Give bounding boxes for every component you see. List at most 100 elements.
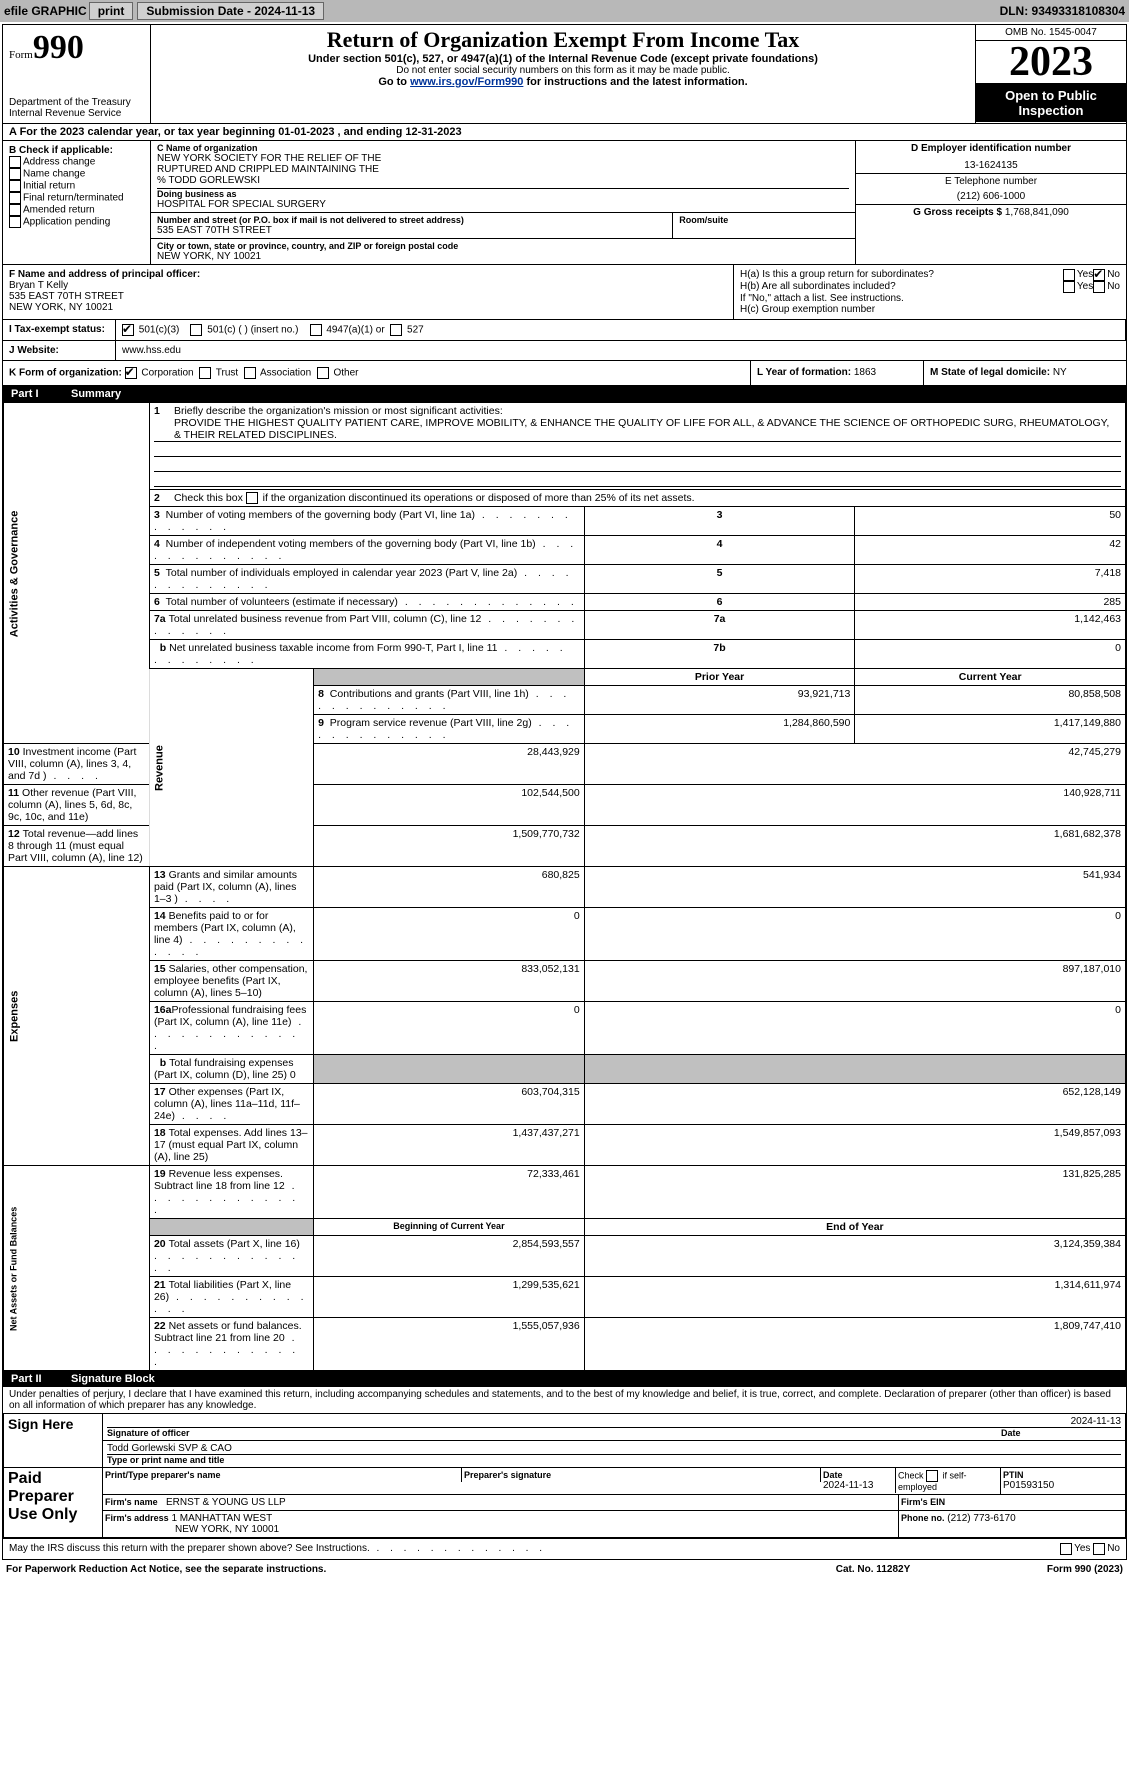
l11-c: 140,928,711 <box>584 785 1125 826</box>
l5-text: Total number of individuals employed in … <box>154 567 573 591</box>
chk-4947[interactable] <box>310 324 322 336</box>
chk-app-pending[interactable] <box>9 216 21 228</box>
website-link[interactable]: www.hss.edu <box>122 345 181 356</box>
open-to-public: Open to Public Inspection <box>976 84 1126 122</box>
room-label: Room/suite <box>679 215 849 225</box>
firm-addr2: NEW YORK, NY 10001 <box>175 1524 279 1535</box>
firm-name: ERNST & YOUNG US LLP <box>166 1497 286 1508</box>
f-city: NEW YORK, NY 10021 <box>9 302 727 313</box>
hb-note: If "No," attach a list. See instructions… <box>740 293 1120 304</box>
l10-c: 42,745,279 <box>584 744 1125 785</box>
f-street: 535 EAST 70TH STREET <box>9 291 727 302</box>
chk-527[interactable] <box>390 324 402 336</box>
col-b-checkboxes: B Check if applicable: Address change Na… <box>3 141 151 264</box>
ha-no[interactable] <box>1093 269 1105 281</box>
line-15: 15 Salaries, other compensation, employe… <box>4 961 1126 1002</box>
prep-name-label: Print/Type preparer's name <box>105 1470 459 1480</box>
discuss-yes[interactable] <box>1060 1543 1072 1555</box>
l17-p: 603,704,315 <box>314 1084 585 1125</box>
chk-corp[interactable] <box>125 367 137 379</box>
part-1-header: Part I Summary <box>3 386 1126 402</box>
l11-text: Other revenue (Part VIII, column (A), li… <box>8 787 136 823</box>
chk-trust[interactable] <box>199 367 211 379</box>
chk-initial-return[interactable] <box>9 180 21 192</box>
chk-501c[interactable] <box>190 324 202 336</box>
col-b-label: B Check if applicable: <box>9 145 144 156</box>
mission-text: PROVIDE THE HIGHEST QUALITY PATIENT CARE… <box>154 417 1121 442</box>
ha-yes-lbl: Yes <box>1077 269 1093 280</box>
l7b-val: 0 <box>855 640 1126 669</box>
ssn-warning: Do not enter social security numbers on … <box>157 65 969 76</box>
chk-other[interactable] <box>317 367 329 379</box>
org-name-label: C Name of organization <box>157 143 849 153</box>
l5-val: 7,418 <box>855 565 1126 594</box>
form-subtitle: Under section 501(c), 527, or 4947(a)(1)… <box>157 53 969 65</box>
l16a-text: Professional fundraising fees (Part IX, … <box>154 1004 306 1052</box>
l12-text: Total revenue—add lines 8 through 11 (mu… <box>8 828 143 864</box>
street-value: 535 EAST 70TH STREET <box>157 225 666 236</box>
pra-notice: For Paperwork Reduction Act Notice, see … <box>6 1564 773 1575</box>
hb-yes[interactable] <box>1063 281 1075 293</box>
ha-yes[interactable] <box>1063 269 1075 281</box>
form990-link[interactable]: www.irs.gov/Form990 <box>410 76 523 88</box>
l4-text: Number of independent voting members of … <box>154 538 577 562</box>
hc-label: H(c) Group exemption number <box>740 304 1120 315</box>
lbl-amended: Amended return <box>23 205 95 216</box>
chk-assoc[interactable] <box>244 367 256 379</box>
discuss-no-lbl: No <box>1107 1543 1120 1554</box>
part2-title: Signature Block <box>71 1373 155 1385</box>
k-label: K Form of organization: <box>9 368 122 379</box>
l12-c: 1,681,682,378 <box>584 826 1125 867</box>
l9-text: Program service revenue (Part VIII, line… <box>318 717 573 741</box>
line-16a: 16aProfessional fundraising fees (Part I… <box>4 1002 1126 1055</box>
l9-c: 1,417,149,880 <box>855 715 1126 744</box>
row-klm: K Form of organization: Corporation Trus… <box>3 361 1126 386</box>
l15-p: 833,052,131 <box>314 961 585 1002</box>
l22-c: 1,809,747,410 <box>584 1318 1125 1371</box>
chk-address-change[interactable] <box>9 156 21 168</box>
part1-label: Part I <box>11 388 71 400</box>
l19-p: 72,333,461 <box>314 1166 585 1219</box>
chk-amended[interactable] <box>9 204 21 216</box>
print-button[interactable]: print <box>89 2 134 20</box>
col-d-contact: D Employer identification number 13-1624… <box>856 141 1126 264</box>
chk-self-employed[interactable] <box>926 1470 938 1482</box>
line-3: 3 Number of voting members of the govern… <box>4 507 1126 536</box>
l6-box: 6 <box>584 594 855 611</box>
part2-label: Part II <box>11 1373 71 1385</box>
hb-label: H(b) Are all subordinates included? <box>740 281 1063 292</box>
prep-date-label: Date <box>823 1470 893 1480</box>
city-value: NEW YORK, NY 10021 <box>157 251 849 262</box>
col-c-org-info: C Name of organization NEW YORK SOCIETY … <box>151 141 856 264</box>
chk-501c3[interactable] <box>122 324 134 336</box>
org-name-3: % TODD GORLEWSKI <box>157 175 849 186</box>
firm-addr-label: Firm's address <box>105 1513 169 1523</box>
gross-label: G Gross receipts $ <box>913 207 1005 218</box>
submission-date: Submission Date - 2024-11-13 <box>137 2 324 20</box>
l13-c: 541,934 <box>584 867 1125 908</box>
line-7b: b Net unrelated business taxable income … <box>4 640 1126 669</box>
ein-label: D Employer identification number <box>862 143 1120 154</box>
line-22: 22 Net assets or fund balances. Subtract… <box>4 1318 1126 1371</box>
discuss-no[interactable] <box>1093 1543 1105 1555</box>
lbl-address-change: Address change <box>23 157 95 168</box>
chk-final-return[interactable] <box>9 192 21 204</box>
l6-text: Total number of volunteers (estimate if … <box>166 596 578 608</box>
form-number: 990 <box>33 29 84 66</box>
l9-p: 1,284,860,590 <box>584 715 855 744</box>
row-a-tax-year: A For the 2023 calendar year, or tax yea… <box>3 124 1126 141</box>
street-label: Number and street (or P.O. box if mail i… <box>157 215 666 225</box>
summary-table: Activities & Governance 1Briefly describ… <box>3 402 1126 1371</box>
l15-text: Salaries, other compensation, employee b… <box>154 963 308 999</box>
chk-name-change[interactable] <box>9 168 21 180</box>
part1-title: Summary <box>71 388 121 400</box>
chk-discontinued[interactable] <box>246 492 258 504</box>
hb-no[interactable] <box>1093 281 1105 293</box>
lbl-501c: 501(c) ( ) (insert no.) <box>207 325 298 336</box>
hdr-prior: Prior Year <box>584 669 855 686</box>
part-2-header: Part II Signature Block <box>3 1371 1126 1387</box>
phone-label: E Telephone number <box>862 176 1120 187</box>
hdr-current: Current Year <box>855 669 1126 686</box>
l3-box: 3 <box>584 507 855 536</box>
side-activities: Activities & Governance <box>4 403 150 744</box>
